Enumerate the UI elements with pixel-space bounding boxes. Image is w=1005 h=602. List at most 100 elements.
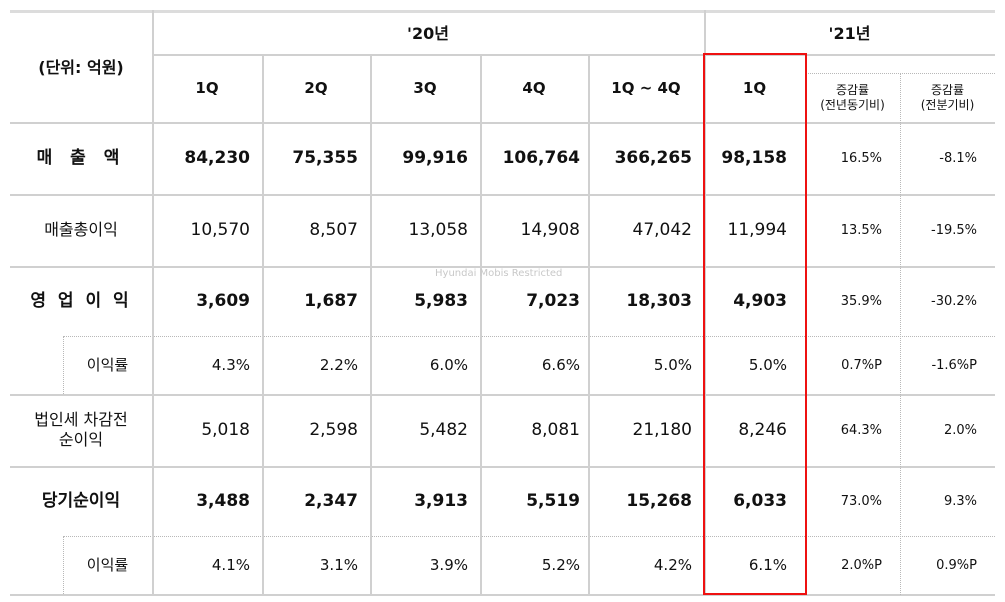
row-divider bbox=[10, 266, 995, 268]
cell-value: 6.0% bbox=[429, 356, 468, 374]
row-divider bbox=[63, 536, 995, 537]
cell-yoy: 16.5% bbox=[840, 150, 882, 166]
col-header-qoq-change: 증감률 (전분기비) bbox=[900, 73, 995, 122]
cell-value: 6,033 bbox=[733, 491, 787, 511]
cell-value: 18,303 bbox=[626, 291, 692, 311]
cell-value: 106,764 bbox=[502, 148, 580, 168]
cell-value: 10,570 bbox=[190, 220, 250, 240]
cell-value: 2.2% bbox=[319, 356, 358, 374]
cell-value: 366,265 bbox=[614, 148, 692, 168]
yoy-change-title: 증감률 bbox=[835, 82, 870, 97]
row-label-line1: 법인세 차감전 bbox=[34, 410, 128, 429]
cell-qoq: -30.2% bbox=[931, 293, 977, 309]
cell-value: 3,488 bbox=[196, 491, 250, 511]
table-top-border bbox=[10, 10, 995, 13]
row-label: 법인세 차감전 순이익 bbox=[10, 394, 152, 466]
row-divider bbox=[10, 194, 995, 196]
cell-qoq: 0.9%P bbox=[936, 557, 977, 573]
cell-value: 84,230 bbox=[184, 148, 250, 168]
cell-yoy: 2.0%P bbox=[841, 557, 882, 573]
cell-value: 5.0% bbox=[748, 356, 787, 374]
cell-value: 5,018 bbox=[201, 420, 250, 440]
cell-value: 2,598 bbox=[309, 420, 358, 440]
col-header-yoy-change: 증감률 (전년동기비) bbox=[805, 73, 900, 122]
row-label-line2: 순이익 bbox=[58, 430, 104, 449]
cell-value: 4.3% bbox=[211, 356, 250, 374]
header-divider bbox=[152, 54, 995, 56]
row-divider bbox=[10, 394, 995, 396]
row-divider bbox=[10, 122, 995, 124]
year-header-2020: '20년 bbox=[407, 24, 449, 43]
cell-value: 3.1% bbox=[319, 556, 358, 574]
cell-value: 6.6% bbox=[541, 356, 580, 374]
qoq-change-sub: (전분기비) bbox=[920, 97, 975, 112]
cell-qoq: -19.5% bbox=[931, 222, 977, 238]
col-divider bbox=[480, 54, 482, 595]
cell-yoy: 13.5% bbox=[840, 222, 882, 238]
year-header-2021: '21년 bbox=[828, 24, 871, 43]
cell-value: 3,609 bbox=[196, 291, 250, 311]
col-divider bbox=[900, 73, 901, 595]
cell-yoy: 64.3% bbox=[840, 422, 882, 438]
col-header-2021-1q: 1Q bbox=[742, 79, 767, 97]
cell-value: 98,158 bbox=[721, 148, 787, 168]
cell-yoy: 35.9% bbox=[840, 293, 882, 309]
cell-value: 3,913 bbox=[414, 491, 468, 511]
cell-qoq: 2.0% bbox=[943, 422, 977, 438]
cell-value: 2,347 bbox=[304, 491, 358, 511]
cell-value: 4,903 bbox=[733, 291, 787, 311]
row-divider bbox=[63, 336, 995, 337]
yoy-change-sub: (전년동기비) bbox=[820, 97, 885, 112]
col-divider bbox=[704, 10, 706, 595]
cell-value: 1,687 bbox=[304, 291, 358, 311]
row-label: 영 업 이 익 bbox=[30, 291, 132, 311]
row-label: 당기순이익 bbox=[41, 491, 121, 511]
col-divider bbox=[262, 54, 264, 595]
row-label: 이익률 bbox=[86, 356, 129, 374]
col-divider bbox=[370, 54, 372, 595]
cell-value: 15,268 bbox=[626, 491, 692, 511]
col-header-2020-1q: 1Q bbox=[195, 79, 219, 97]
col-header-2020-3q: 3Q bbox=[413, 79, 437, 97]
watermark: Hyundai Mobis Restricted bbox=[435, 268, 563, 279]
row-label: 매출총이익 bbox=[44, 220, 118, 239]
cell-value: 8,246 bbox=[738, 420, 787, 440]
col-header-2020-total: 1Q ~ 4Q bbox=[611, 79, 681, 97]
cell-value: 99,916 bbox=[402, 148, 468, 168]
row-label: 이익률 bbox=[86, 556, 129, 574]
cell-qoq: 9.3% bbox=[943, 493, 977, 509]
col-divider bbox=[588, 54, 590, 595]
row-label: 매 출 액 bbox=[36, 148, 126, 168]
cell-yoy: 0.7%P bbox=[841, 357, 882, 373]
financial-results-table: (단위: 억원) '20년 '21년 1Q 2Q 3Q 4Q 1Q ~ 4Q 1… bbox=[10, 10, 995, 596]
table-bottom-border bbox=[10, 594, 995, 596]
cell-value: 5,983 bbox=[414, 291, 468, 311]
qoq-change-title: 증감률 bbox=[930, 82, 965, 97]
cell-value: 11,994 bbox=[727, 220, 787, 240]
cell-value: 8,081 bbox=[531, 420, 580, 440]
cell-value: 6.1% bbox=[748, 556, 787, 574]
cell-value: 47,042 bbox=[632, 220, 692, 240]
cell-value: 5,482 bbox=[419, 420, 468, 440]
sub-row-indent bbox=[63, 536, 64, 594]
cell-value: 13,058 bbox=[408, 220, 468, 240]
cell-value: 14,908 bbox=[520, 220, 580, 240]
col-header-2020-2q: 2Q bbox=[304, 79, 328, 97]
cell-value: 5.0% bbox=[653, 356, 692, 374]
cell-value: 3.9% bbox=[429, 556, 468, 574]
cell-qoq: -8.1% bbox=[939, 150, 977, 166]
col-header-2020-4q: 4Q bbox=[522, 79, 546, 97]
unit-label: (단위: 억원) bbox=[38, 58, 124, 77]
cell-value: 8,507 bbox=[309, 220, 358, 240]
cell-yoy: 73.0% bbox=[840, 493, 882, 509]
cell-value: 5,519 bbox=[526, 491, 580, 511]
cell-value: 4.2% bbox=[653, 556, 692, 574]
cell-value: 7,023 bbox=[526, 291, 580, 311]
row-divider bbox=[10, 466, 995, 468]
cell-value: 4.1% bbox=[211, 556, 250, 574]
cell-value: 5.2% bbox=[541, 556, 580, 574]
cell-qoq: -1.6%P bbox=[931, 357, 977, 373]
col-divider bbox=[152, 10, 154, 595]
cell-value: 75,355 bbox=[292, 148, 358, 168]
sub-row-indent bbox=[63, 336, 64, 394]
